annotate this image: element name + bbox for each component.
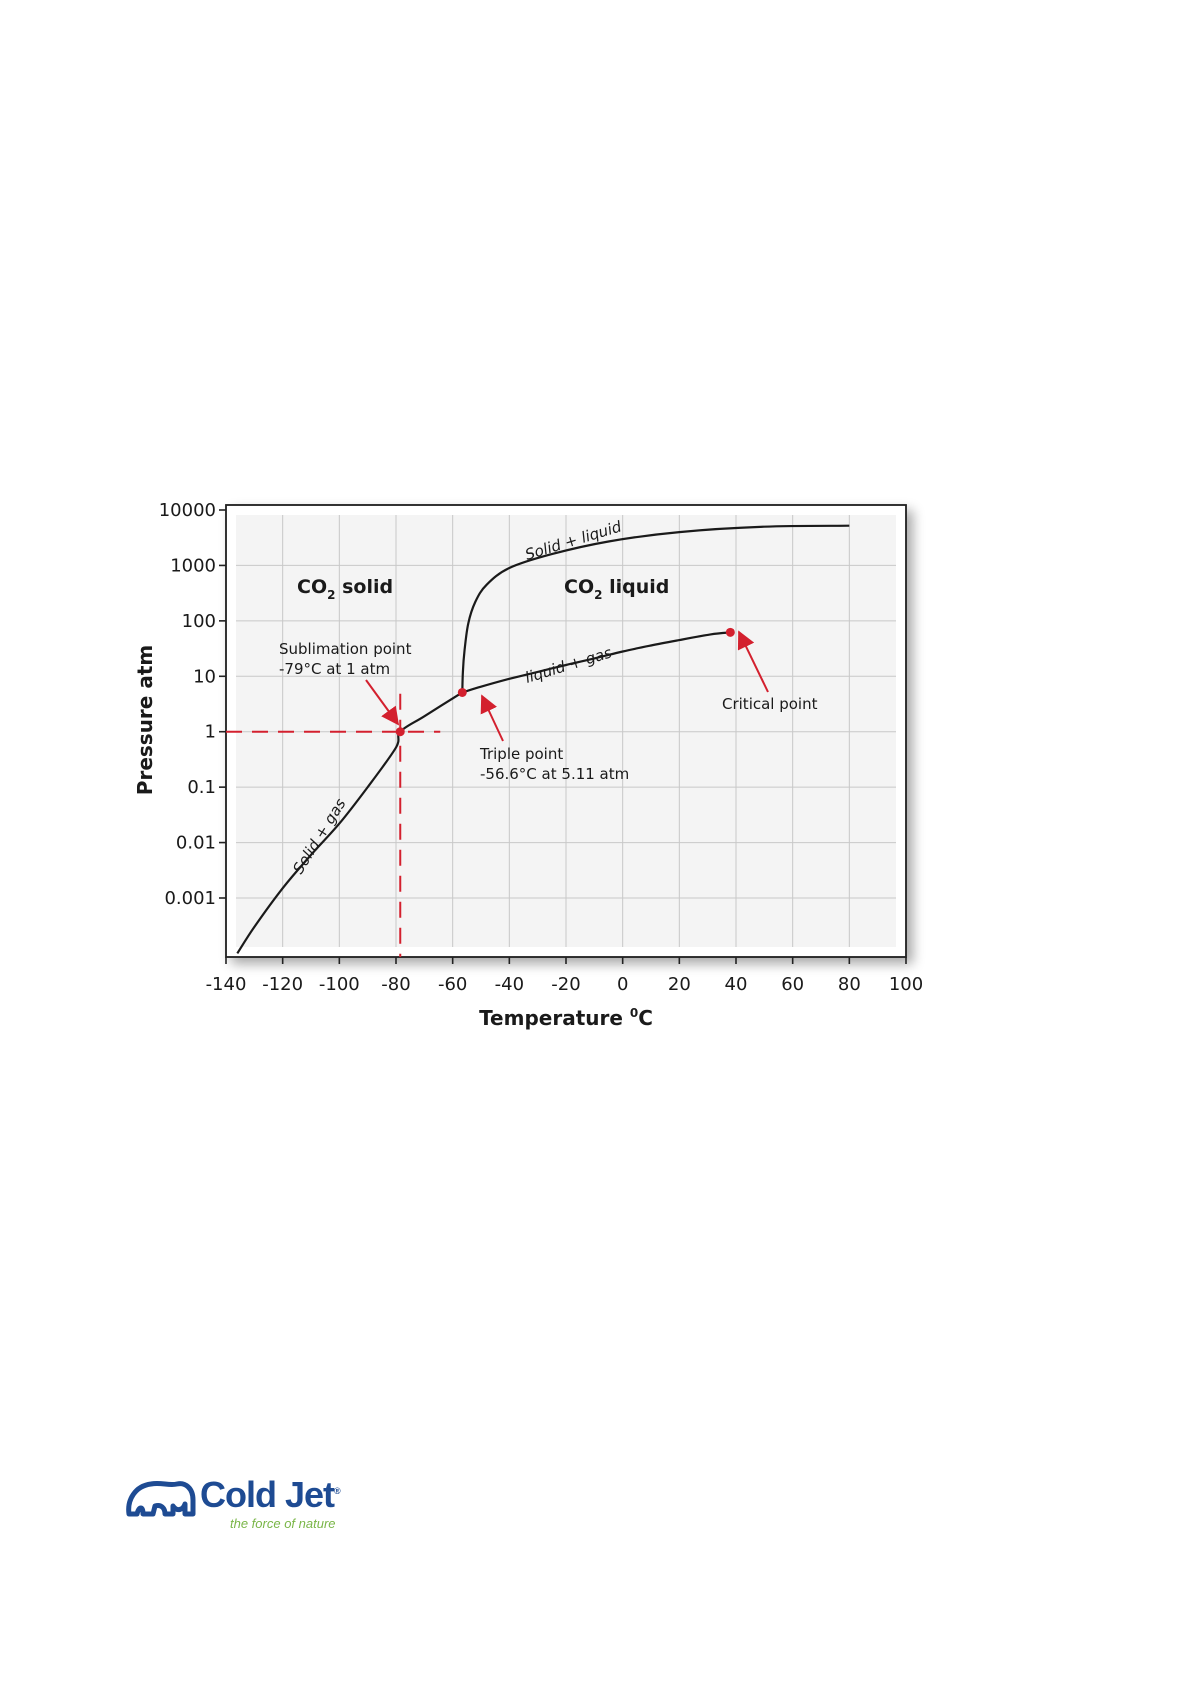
- logo-brand-text: Cold Jet®: [200, 1474, 341, 1516]
- critical-point-marker: [725, 627, 735, 637]
- key-points: [395, 627, 735, 737]
- x-tick-label: 0: [617, 974, 628, 995]
- bear-logo-icon: [126, 1480, 196, 1517]
- y-tick-label: 10000: [159, 500, 216, 521]
- y-tick-label: 1: [205, 722, 216, 743]
- solid-liquid-curve: [461, 524, 850, 693]
- phase-curves: [236, 524, 850, 955]
- y-axis-title: Pressure atm: [133, 645, 157, 795]
- x-tick-label: -20: [551, 974, 580, 995]
- cold-jet-logo: Cold Jet® the force of nature: [125, 1472, 355, 1542]
- region-liquid-text: liquid: [602, 576, 669, 598]
- x-tick-label: 20: [668, 974, 691, 995]
- logo-tagline: the force of nature: [230, 1516, 336, 1531]
- region-liquid-co: CO: [564, 576, 594, 598]
- x-axis-title-main: Temperature: [479, 1006, 630, 1030]
- sublimation-label: Sublimation point -79°C at 1 atm: [279, 640, 416, 678]
- x-axis-title-unit: C: [638, 1006, 653, 1030]
- triple-title: Triple point: [479, 745, 563, 763]
- region-solid-co: CO: [297, 576, 327, 598]
- y-tick-label: 100: [182, 611, 216, 632]
- region-liquid-subscript: 2: [594, 588, 602, 602]
- critical-label: Critical point: [722, 695, 818, 713]
- critical-arrow: [737, 630, 769, 693]
- sublimation-title: Sublimation point: [279, 640, 412, 658]
- triple-point-marker: [457, 687, 467, 697]
- logo-registered: ®: [334, 1486, 341, 1496]
- region-solid-label: CO2 solid: [297, 576, 393, 602]
- x-tick-label: -80: [381, 974, 410, 995]
- x-tick-label: 40: [725, 974, 748, 995]
- x-tick-label: -140: [206, 974, 247, 995]
- x-axis-title-degree: 0: [630, 1006, 638, 1020]
- x-tick-label: 80: [838, 974, 861, 995]
- y-axis: 0.001 0.01 0.1 1 10 100 1000 10000: [159, 500, 226, 909]
- y-tick-label: 1000: [170, 555, 216, 576]
- x-tick-label: -60: [438, 974, 467, 995]
- y-tick-label: 0.1: [187, 777, 216, 798]
- y-tick-label: 0.01: [176, 833, 216, 854]
- logo-brand: Cold Jet: [200, 1474, 335, 1515]
- liquid-gas-curve: [461, 631, 731, 694]
- x-axis: -140 -120 -100 -80 -60 -40 -20 0 20 40 60 80 100: [206, 957, 923, 995]
- region-solid-subscript: 2: [327, 588, 335, 602]
- grid-lines: [236, 515, 896, 947]
- sublimation-guides: [226, 693, 441, 957]
- region-liquid-label: CO2 liquid: [564, 576, 669, 602]
- x-tick-label: -100: [319, 974, 360, 995]
- x-tick-label: -120: [262, 974, 303, 995]
- y-tick-label: 10: [193, 666, 216, 687]
- region-solid-text: solid: [335, 576, 393, 598]
- triple-label: Triple point -56.6°C at 5.11 atm: [479, 745, 629, 783]
- sublimation-value: -79°C at 1 atm: [279, 660, 390, 678]
- x-tick-label: 100: [889, 974, 923, 995]
- triple-value: -56.6°C at 5.11 atm: [480, 765, 629, 783]
- x-tick-label: -40: [495, 974, 524, 995]
- y-tick-label: 0.001: [164, 888, 216, 909]
- x-tick-label: 60: [781, 974, 804, 995]
- sublimation-arrow: [365, 679, 400, 726]
- sublimation-point-marker: [395, 727, 405, 737]
- x-axis-title: Temperature 0C: [479, 1006, 653, 1030]
- triple-arrow: [480, 694, 504, 742]
- solid-gas-curve: [236, 691, 463, 955]
